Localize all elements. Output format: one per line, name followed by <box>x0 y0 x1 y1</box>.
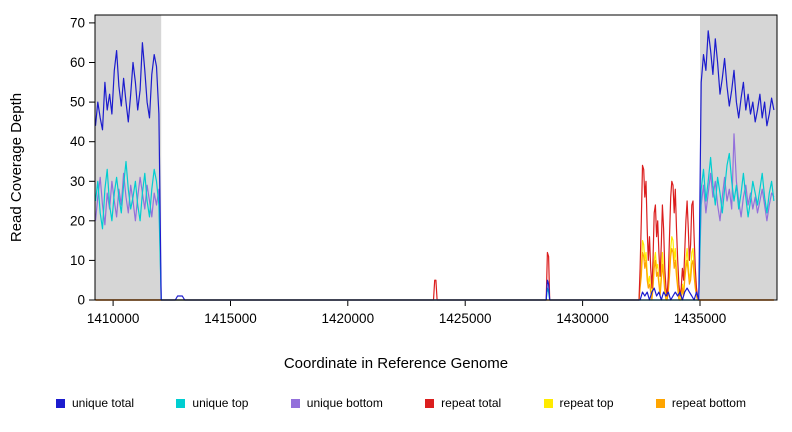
legend-label: unique total <box>72 396 135 410</box>
svg-text:1410000: 1410000 <box>87 311 140 326</box>
legend-label: repeat total <box>441 396 502 410</box>
coverage-plot: 1410000 1415000 1420000 1425000 1430000 14350… <box>70 14 778 326</box>
legend-item-unique-bottom: unique bottom <box>290 396 383 410</box>
legend-swatch-repeat-total <box>425 398 435 408</box>
svg-text:1420000: 1420000 <box>322 311 375 326</box>
legend-label: unique bottom <box>306 396 383 410</box>
legend-item-unique-total: unique total <box>56 396 134 410</box>
legend-swatch-repeat-bottom <box>655 398 665 408</box>
svg-text:0: 0 <box>77 293 85 308</box>
svg-text:30: 30 <box>70 174 85 189</box>
svg-text:20: 20 <box>70 213 85 228</box>
legend-label: unique top <box>192 396 249 410</box>
legend: unique total unique top unique bottom re… <box>56 396 746 410</box>
legend-swatch-unique-bottom <box>290 398 300 408</box>
legend-swatch-repeat-top <box>543 398 553 408</box>
svg-text:40: 40 <box>70 134 85 149</box>
legend-item-repeat-top: repeat top <box>543 396 614 410</box>
legend-label: repeat top <box>559 396 614 410</box>
x-axis-title: Coordinate in Reference Genome <box>283 355 509 372</box>
legend-swatch-unique-top <box>176 398 186 408</box>
svg-text:70: 70 <box>70 15 85 30</box>
legend-item-repeat-bottom: repeat bottom <box>655 396 746 410</box>
legend-label: repeat bottom <box>671 396 746 410</box>
svg-text:1430000: 1430000 <box>556 311 609 326</box>
svg-text:1435000: 1435000 <box>674 311 727 326</box>
legend-item-repeat-total: repeat total <box>425 396 501 410</box>
svg-text:50: 50 <box>70 95 85 110</box>
legend-item-unique-top: unique top <box>176 396 248 410</box>
svg-text:1425000: 1425000 <box>439 311 492 326</box>
svg-text:1415000: 1415000 <box>204 311 257 326</box>
svg-text:10: 10 <box>70 253 85 268</box>
svg-text:60: 60 <box>70 55 85 70</box>
legend-swatch-unique-total <box>56 398 65 408</box>
